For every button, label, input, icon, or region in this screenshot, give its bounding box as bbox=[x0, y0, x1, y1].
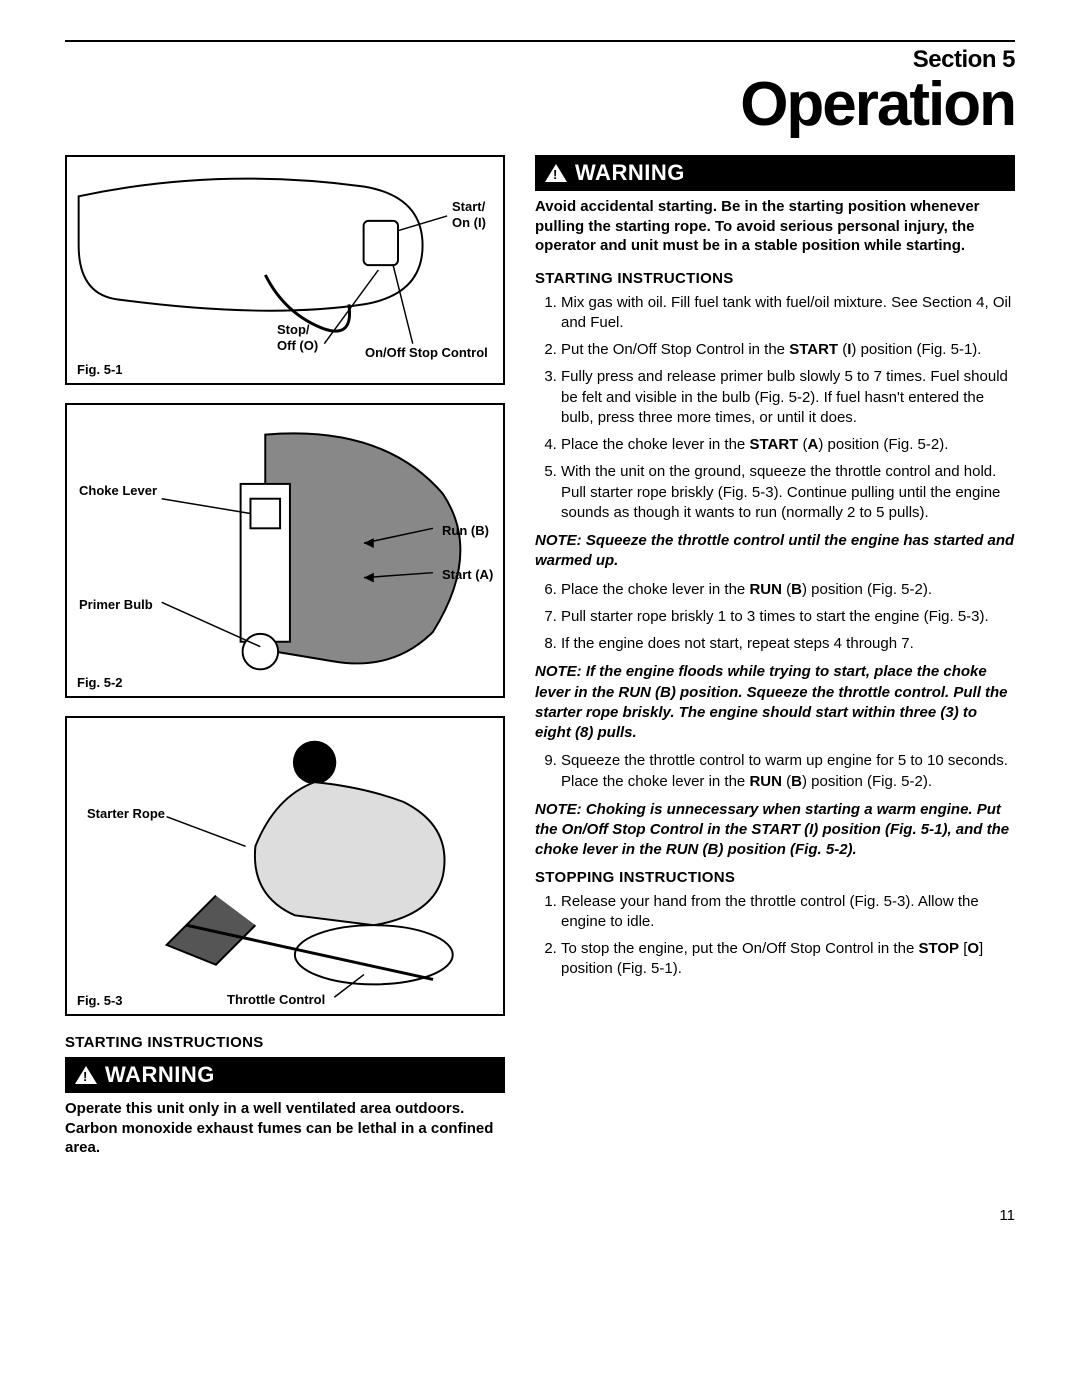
fig3-illustration bbox=[67, 718, 503, 1014]
fig2-caption: Fig. 5-2 bbox=[77, 675, 123, 690]
step-3: Fully press and release primer bulb slow… bbox=[561, 367, 1015, 428]
step-4: Place the choke lever in the START (A) p… bbox=[561, 435, 1015, 455]
warning-icon bbox=[75, 1066, 97, 1084]
stop-step-2: To stop the engine, put the On/Off Stop … bbox=[561, 939, 1015, 980]
step-8: If the engine does not start, repeat ste… bbox=[561, 634, 1015, 654]
header-rule bbox=[65, 40, 1015, 42]
label-onoff-control: On/Off Stop Control bbox=[365, 345, 488, 361]
note-3: NOTE: Choking is unnecessary when starti… bbox=[535, 800, 1015, 861]
stopping-instructions-heading: STOPPING INSTRUCTIONS bbox=[535, 869, 1015, 886]
figure-5-1: Start/ On (I) Stop/ Off (O) On/Off Stop … bbox=[65, 155, 505, 385]
starting-steps-1-5: Mix gas with oil. Fill fuel tank with fu… bbox=[535, 293, 1015, 524]
step-7: Pull starter rope briskly 1 to 3 times t… bbox=[561, 607, 1015, 627]
right-column: WARNING Avoid accidental starting. Be in… bbox=[535, 155, 1015, 1172]
right-warning-bar: WARNING bbox=[535, 155, 1015, 191]
starting-steps-9: Squeeze the throttle control to warm up … bbox=[535, 751, 1015, 792]
left-starting-heading: STARTING INSTRUCTIONS bbox=[65, 1034, 505, 1051]
figure-5-3: Starter Rope Throttle Control Fig. 5-3 bbox=[65, 716, 505, 1016]
label-primer-bulb: Primer Bulb bbox=[79, 597, 153, 613]
right-warning-body: Avoid accidental starting. Be in the sta… bbox=[535, 197, 1015, 256]
page-number: 11 bbox=[65, 1207, 1015, 1224]
fig3-caption: Fig. 5-3 bbox=[77, 993, 123, 1008]
starting-steps-6-8: Place the choke lever in the RUN (B) pos… bbox=[535, 580, 1015, 655]
warning-icon bbox=[545, 164, 567, 182]
note-2: NOTE: If the engine floods while trying … bbox=[535, 662, 1015, 743]
step-9: Squeeze the throttle control to warm up … bbox=[561, 751, 1015, 792]
right-warning-label: WARNING bbox=[575, 160, 685, 186]
stopping-steps: Release your hand from the throttle cont… bbox=[535, 892, 1015, 980]
note-1: NOTE: Squeeze the throttle control until… bbox=[535, 531, 1015, 572]
step-1: Mix gas with oil. Fill fuel tank with fu… bbox=[561, 293, 1015, 334]
left-warning-label: WARNING bbox=[105, 1062, 215, 1088]
step-6: Place the choke lever in the RUN (B) pos… bbox=[561, 580, 1015, 600]
left-warning-bar: WARNING bbox=[65, 1057, 505, 1093]
label-start-on: Start/ On (I) bbox=[452, 199, 486, 230]
step-2: Put the On/Off Stop Control in the START… bbox=[561, 340, 1015, 360]
label-choke-lever: Choke Lever bbox=[79, 483, 157, 499]
label-throttle-control: Throttle Control bbox=[227, 992, 325, 1008]
figure-5-2: Choke Lever Primer Bulb Run (B) Start (A… bbox=[65, 403, 505, 698]
fig1-caption: Fig. 5-1 bbox=[77, 362, 123, 377]
label-stop-off: Stop/ Off (O) bbox=[277, 322, 318, 353]
label-starter-rope: Starter Rope bbox=[87, 806, 165, 822]
content-columns: Start/ On (I) Stop/ Off (O) On/Off Stop … bbox=[65, 155, 1015, 1172]
left-column: Start/ On (I) Stop/ Off (O) On/Off Stop … bbox=[65, 155, 505, 1172]
stop-step-1: Release your hand from the throttle cont… bbox=[561, 892, 1015, 933]
step-5: With the unit on the ground, squeeze the… bbox=[561, 462, 1015, 523]
page-title: Operation bbox=[65, 69, 1015, 140]
page: Section 5 Operation Start/ On (I) Stop/ … bbox=[0, 0, 1080, 1254]
left-warning-body: Operate this unit only in a well ventila… bbox=[65, 1099, 505, 1158]
label-start-a: Start (A) bbox=[442, 567, 493, 583]
starting-instructions-heading: STARTING INSTRUCTIONS bbox=[535, 270, 1015, 287]
fig2-illustration bbox=[67, 405, 503, 696]
label-run-b: Run (B) bbox=[442, 523, 489, 539]
